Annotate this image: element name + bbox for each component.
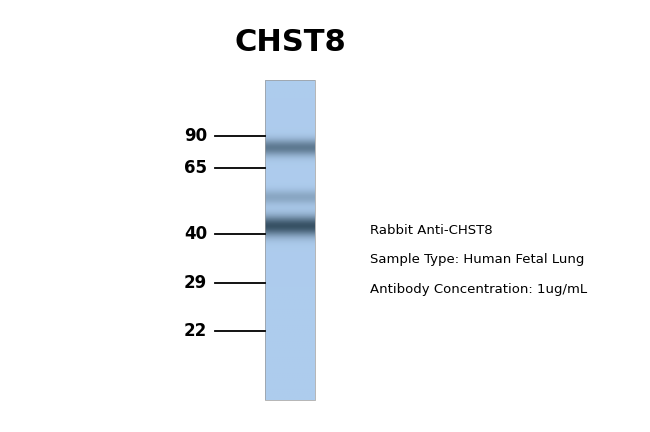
Bar: [265, 80, 315, 400]
Text: CHST8: CHST8: [234, 28, 346, 57]
Text: 22: 22: [184, 322, 207, 340]
Text: 65: 65: [184, 159, 207, 177]
Text: 29: 29: [184, 274, 207, 292]
Text: 90: 90: [184, 127, 207, 145]
Text: 40: 40: [184, 225, 207, 243]
Text: Rabbit Anti-CHST8: Rabbit Anti-CHST8: [370, 223, 493, 236]
Text: Sample Type: Human Fetal Lung: Sample Type: Human Fetal Lung: [370, 254, 584, 267]
Text: Antibody Concentration: 1ug/mL: Antibody Concentration: 1ug/mL: [370, 283, 587, 296]
